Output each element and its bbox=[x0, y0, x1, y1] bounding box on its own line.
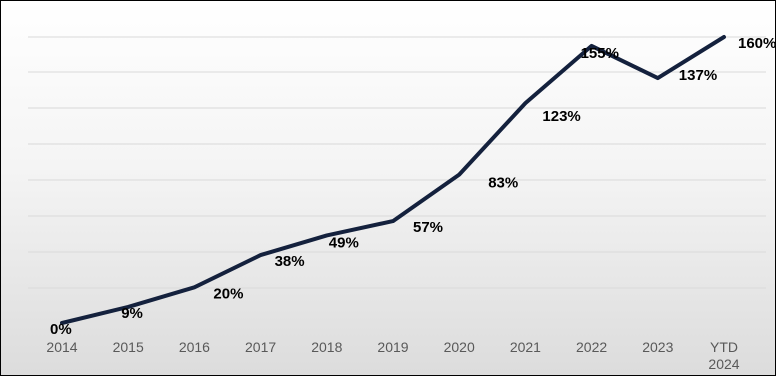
gridlines bbox=[28, 36, 766, 289]
x-tick-label: 2022 bbox=[576, 339, 607, 355]
x-tick-label: 2020 bbox=[444, 339, 475, 355]
data-label: 0% bbox=[50, 321, 72, 338]
x-tick-label: YTD 2024 bbox=[708, 339, 739, 372]
data-label: 20% bbox=[213, 285, 243, 302]
x-tick-label: 2021 bbox=[510, 339, 541, 355]
data-label: 123% bbox=[542, 108, 580, 125]
data-label: 49% bbox=[329, 234, 359, 251]
data-label: 155% bbox=[581, 45, 619, 62]
x-tick-label: 2019 bbox=[377, 339, 408, 355]
data-label: 83% bbox=[488, 175, 518, 192]
x-tick-label: 2017 bbox=[245, 339, 276, 355]
x-tick-label: 2018 bbox=[311, 339, 342, 355]
x-tick-label: 2015 bbox=[113, 339, 144, 355]
x-tick-label: 2023 bbox=[642, 339, 673, 355]
data-labels: 0% 9% 20% 38% 49% 57% 83% 123% 155% 137% 160% bbox=[50, 35, 776, 338]
series-line bbox=[60, 35, 726, 325]
data-label: 9% bbox=[121, 305, 143, 322]
x-tick-label: 2014 bbox=[46, 339, 77, 355]
series-line-group bbox=[60, 35, 726, 325]
data-label: 57% bbox=[413, 219, 443, 236]
data-label: 137% bbox=[679, 67, 717, 84]
data-label: 38% bbox=[275, 253, 305, 270]
data-label: 160% bbox=[738, 35, 776, 52]
x-axis-tick-labels: 2014 2015 2016 2017 2018 2019 2020 2021 2022 2023… bbox=[46, 339, 739, 372]
x-tick-label: 2016 bbox=[179, 339, 210, 355]
